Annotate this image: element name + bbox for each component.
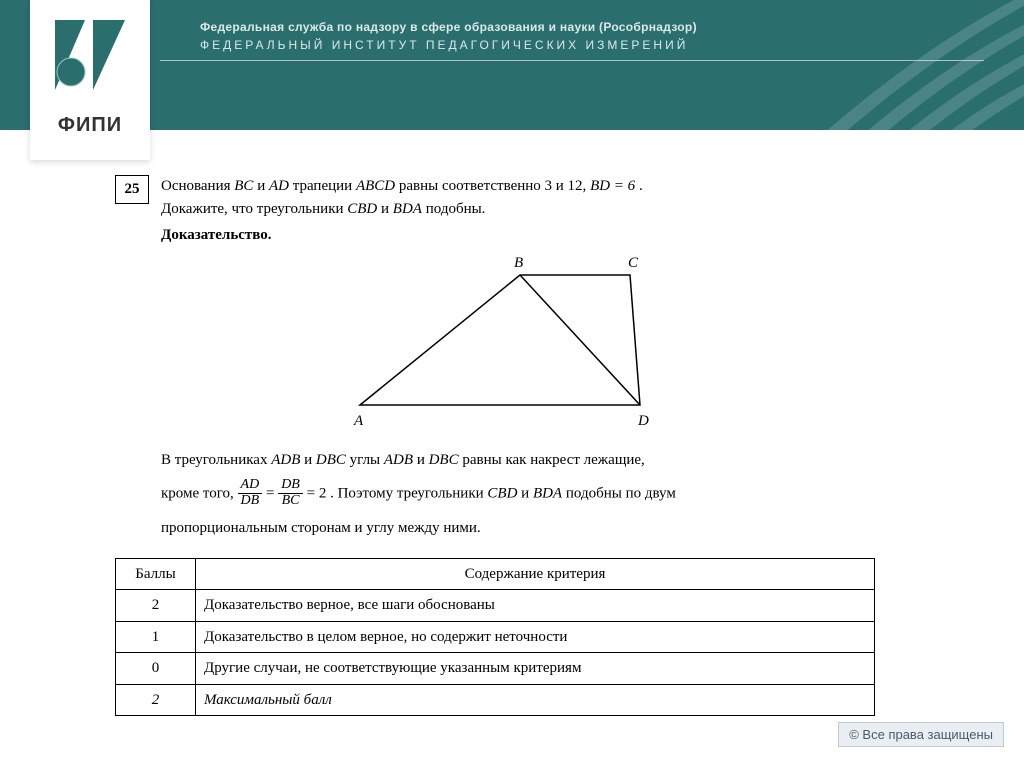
proof-label: Доказательство. [161, 224, 915, 247]
var-cbd: CBD [347, 201, 377, 217]
frac2-den: BC [278, 494, 303, 509]
frac1-num: AD [238, 478, 263, 494]
var-bda: BDA [393, 201, 422, 217]
txt: . [635, 178, 643, 194]
criteria-row: 1Доказательство в целом верное, но содер… [116, 621, 875, 653]
txt: и [253, 178, 269, 194]
criteria-max-score: 2 [116, 684, 196, 716]
content-area: 25 Основания BC и AD трапеции ABCD равны… [115, 175, 915, 716]
txt: подобны. [422, 201, 485, 217]
criteria-max-label: Максимальный балл [196, 684, 875, 716]
svg-text:A: A [353, 413, 364, 429]
txt: равны как накрест лежащие, [459, 452, 645, 468]
frac1-den: DB [238, 494, 263, 509]
txt: Докажите, что треугольники [161, 201, 347, 217]
var-ad: AD [269, 178, 289, 194]
header-divider [160, 60, 984, 61]
fipi-logo-label: ФИПИ [30, 114, 150, 137]
proof-body: В треугольниках ADB и DBC углы ADB и DBC… [161, 449, 905, 540]
problem-number: 25 [115, 175, 149, 204]
svg-text:B: B [514, 255, 523, 271]
header-line1: Федеральная служба по надзору в сфере об… [200, 20, 697, 34]
proof-line-2: кроме того, ADDB = DBBC = 2 . Поэтому тр… [161, 479, 905, 509]
frac2-num: DB [278, 478, 303, 494]
criteria-desc: Другие случаи, не соответствующие указан… [196, 653, 875, 685]
criteria-max-row: 2Максимальный балл [116, 684, 875, 716]
var-bc: BC [234, 178, 253, 194]
eq: = [266, 486, 278, 502]
txt: и [377, 201, 393, 217]
fipi-logo-box: ФИПИ [30, 0, 150, 160]
svg-text:D: D [637, 413, 649, 429]
txt: углы [346, 452, 384, 468]
criteria-score: 1 [116, 621, 196, 653]
header-swoosh-decoration [794, 0, 1024, 130]
var: CBD [487, 486, 517, 502]
txt: . Поэтому треугольники [326, 486, 487, 502]
header-text: Федеральная служба по надзору в сфере об… [200, 20, 697, 52]
header-banner: Федеральная служба по надзору в сфере об… [0, 0, 1024, 130]
trapezoid-figure: A B C D [330, 255, 700, 435]
txt: равны соответственно 3 и 12, [395, 178, 590, 194]
var-abcd: ABCD [356, 178, 395, 194]
header-line2: ФЕДЕРАЛЬНЫЙ ИНСТИТУТ ПЕДАГОГИЧЕСКИХ ИЗМЕ… [200, 38, 697, 52]
fraction-1: ADDB [238, 478, 263, 508]
var: ADB [271, 452, 300, 468]
eq2: = 2 [307, 486, 327, 502]
criteria-row: 2Доказательство верное, все шаги обоснов… [116, 590, 875, 622]
figure-wrap: A B C D [115, 255, 915, 435]
criteria-score: 2 [116, 590, 196, 622]
fipi-logo-icon [30, 0, 150, 110]
criteria-header-row: Баллы Содержание критерия [116, 558, 875, 590]
criteria-score: 0 [116, 653, 196, 685]
txt: и [413, 452, 429, 468]
copyright-badge: © Все права защищены [838, 722, 1004, 747]
svg-text:C: C [628, 255, 639, 271]
txt: кроме того, [161, 486, 238, 502]
proof-line-1: В треугольниках ADB и DBC углы ADB и DBC… [161, 449, 905, 472]
txt: Основания [161, 178, 234, 194]
criteria-desc: Доказательство верное, все шаги обоснова… [196, 590, 875, 622]
criteria-row: 0Другие случаи, не соответствующие указа… [116, 653, 875, 685]
txt: В треугольниках [161, 452, 271, 468]
var: BDA [533, 486, 562, 502]
problem-statement: Основания BC и AD трапеции ABCD равны со… [161, 175, 915, 220]
criteria-desc: Доказательство в целом верное, но содерж… [196, 621, 875, 653]
fraction-2: DBBC [278, 478, 303, 508]
col-score: Баллы [116, 558, 196, 590]
txt: подобны по двум [562, 486, 676, 502]
var: DBC [429, 452, 459, 468]
proof-line-3: пропорциональным сторонам и углу между н… [161, 517, 905, 540]
var-bd: BD = 6 [590, 178, 635, 194]
problem-row: 25 Основания BC и AD трапеции ABCD равны… [115, 175, 915, 220]
txt: и [517, 486, 533, 502]
txt: и [300, 452, 316, 468]
var: DBC [316, 452, 346, 468]
txt: трапеции [289, 178, 356, 194]
var: ADB [384, 452, 413, 468]
criteria-table: Баллы Содержание критерия 2Доказательств… [115, 558, 875, 717]
col-desc: Содержание критерия [196, 558, 875, 590]
